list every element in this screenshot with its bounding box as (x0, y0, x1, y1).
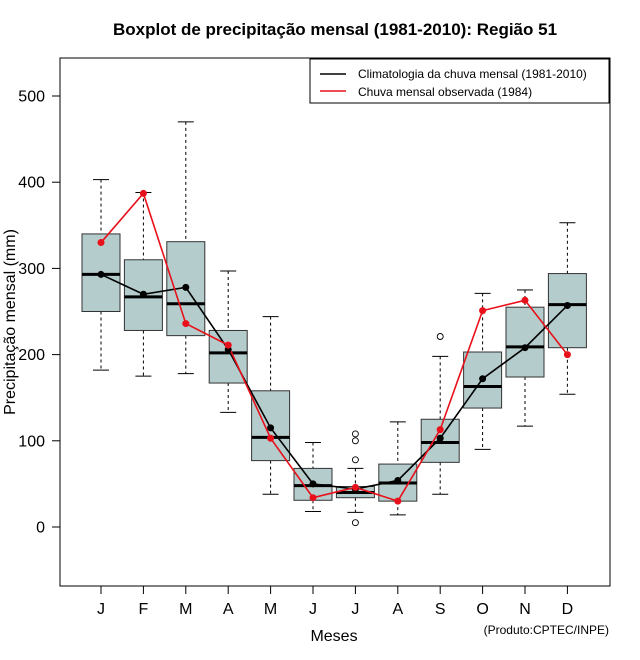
series-2-point-10 (479, 307, 487, 315)
x-tick-label-1: J (97, 601, 105, 618)
y-tick-label-500: 500 (18, 89, 45, 106)
series-2-point-3 (182, 320, 190, 328)
series-lines-layer (97, 189, 571, 505)
y-tick-label-100: 100 (18, 433, 45, 450)
credit-text: (Produto:CPTEC/INPE) (484, 623, 609, 637)
x-tick-label-3: M (179, 601, 192, 618)
y-axis: 0 100 200 300 400 500 (18, 89, 61, 537)
legend-box (309, 58, 610, 104)
series-2-point-8 (394, 497, 402, 505)
x-tick-label-8: A (392, 601, 403, 618)
legend-label-climatologia: Climatologia da chuva mensal (1981-2010) (358, 67, 587, 81)
x-tick-label-2: F (139, 601, 149, 618)
series-line-1 (100, 273, 568, 490)
outlier-7-2 (351, 456, 359, 464)
x-tick-label-11: N (519, 601, 531, 618)
boxes-layer (81, 121, 587, 527)
series-2-point-5 (267, 434, 275, 442)
box-12 (547, 273, 587, 349)
series-1-point-10 (479, 375, 487, 383)
series-2-point-4 (224, 341, 232, 349)
y-tick-label-400: 400 (18, 175, 45, 192)
series-1-point-12 (563, 301, 571, 309)
box-11 (505, 306, 545, 378)
x-tick-label-10: O (476, 601, 488, 618)
x-tick-label-12: D (562, 601, 574, 618)
outlier-7-1 (351, 519, 359, 527)
series-2-point-9 (436, 426, 444, 434)
outlier-7-4 (351, 430, 359, 438)
x-axis-label: Meses (310, 628, 357, 645)
chart-title: Boxplot de precipitação mensal (1981-201… (113, 20, 557, 39)
y-tick-label-200: 200 (18, 347, 45, 364)
y-tick-label-0: 0 (36, 520, 45, 537)
series-1-point-6 (309, 480, 317, 488)
legend-label-observada: Chuva mensal observada (1984) (358, 85, 532, 99)
y-tick-label-300: 300 (18, 261, 45, 278)
x-tick-label-7: J (351, 601, 359, 618)
outlier-9-1 (436, 333, 444, 340)
series-1-point-2 (139, 290, 147, 298)
x-tick-label-5: M (264, 601, 277, 618)
series-2-point-2 (139, 189, 147, 197)
series-2-point-6 (309, 494, 317, 502)
series-1-point-9 (436, 434, 444, 442)
series-2-point-1 (97, 239, 105, 247)
legend: Climatologia da chuva mensal (1981-2010)… (309, 58, 610, 104)
x-tick-label-6: J (309, 601, 317, 618)
series-1-point-3 (182, 283, 190, 291)
series-1-point-8 (394, 476, 402, 484)
series-line-2 (100, 191, 569, 503)
x-tick-label-9: S (435, 601, 446, 618)
series-2-point-12 (563, 351, 571, 359)
series-2-point-11 (521, 296, 529, 304)
outlier-7-3 (351, 437, 359, 445)
series-1-point-11 (521, 344, 529, 352)
series-1-point-1 (97, 270, 105, 278)
series-2-point-7 (351, 483, 359, 491)
y-axis-label: Precipitação mensal (mm) (2, 229, 19, 415)
series-1-point-5 (267, 424, 275, 432)
x-tick-label-4: A (223, 601, 234, 618)
